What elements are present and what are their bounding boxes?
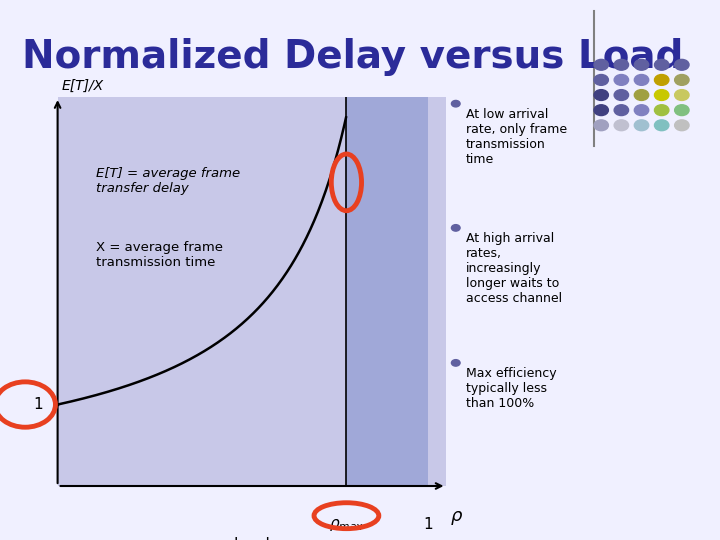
- Text: Normalized Delay versus Load: Normalized Delay versus Load: [22, 38, 683, 76]
- Text: At high arrival
rates,
increasingly
longer waits to
access channel: At high arrival rates, increasingly long…: [466, 232, 562, 305]
- Text: E[T] = average frame
transfer delay: E[T] = average frame transfer delay: [96, 167, 240, 195]
- Text: E[T]/X: E[T]/X: [61, 79, 104, 93]
- Text: $\rho$: $\rho$: [450, 509, 464, 528]
- Text: X = average frame
transmission time: X = average frame transmission time: [96, 241, 223, 269]
- Text: At low arrival
rate, only frame
transmission
time: At low arrival rate, only frame transmis…: [466, 108, 567, 166]
- Text: Max efficiency
typically less
than 100%: Max efficiency typically less than 100%: [466, 367, 557, 410]
- Bar: [346, 97, 428, 486]
- Text: Load: Load: [233, 537, 271, 540]
- Text: 1: 1: [423, 517, 433, 532]
- Text: $\rho_{max}$: $\rho_{max}$: [329, 517, 364, 533]
- Text: 1: 1: [33, 397, 42, 412]
